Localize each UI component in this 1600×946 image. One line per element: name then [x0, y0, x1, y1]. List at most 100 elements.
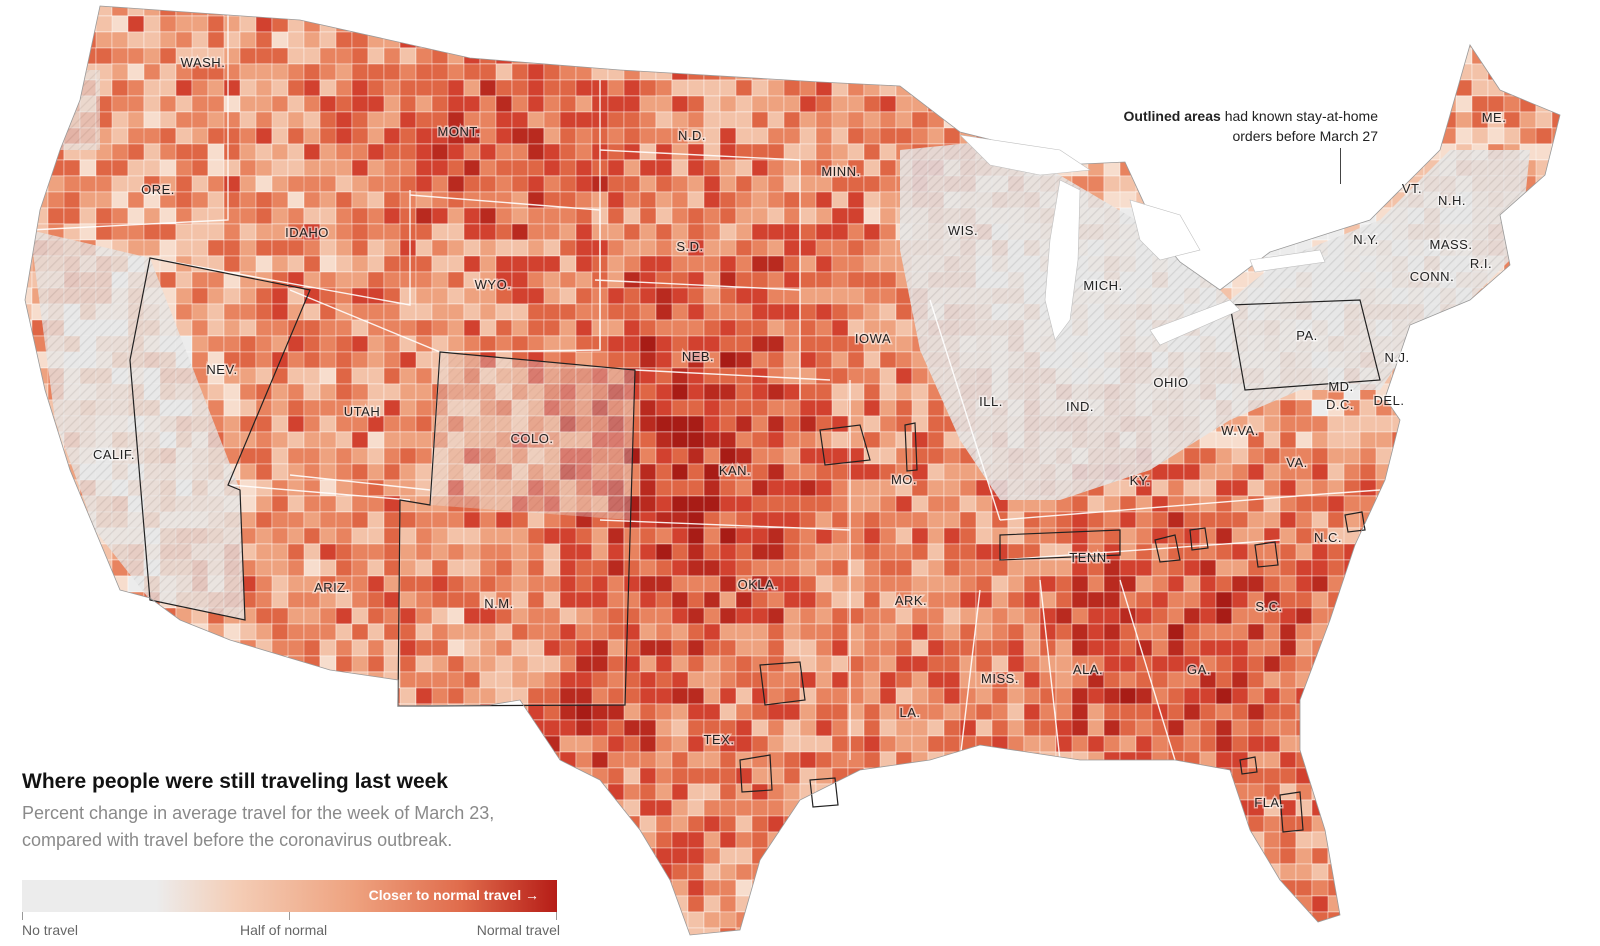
county-cell — [719, 447, 737, 465]
county-cell — [25, 543, 33, 561]
county-cell — [575, 159, 593, 177]
county-cell — [607, 255, 625, 273]
county-cell — [335, 95, 353, 113]
county-cell — [1359, 751, 1393, 769]
county-cell — [287, 703, 305, 721]
county-cell — [559, 223, 577, 241]
county-cell — [543, 559, 561, 577]
county-cell — [623, 175, 641, 193]
county-cell — [911, 431, 929, 449]
county-cell — [63, 559, 81, 577]
county-cell — [255, 559, 273, 577]
county-cell — [1375, 463, 1393, 481]
county-cell — [847, 783, 865, 801]
county-cell — [1551, 431, 1560, 449]
county-cell — [1375, 15, 1393, 33]
county-cell — [287, 687, 305, 705]
county-cell — [431, 143, 449, 161]
county-cell — [767, 671, 785, 689]
county-cell — [63, 6, 81, 17]
county-cell — [1263, 639, 1281, 657]
county-cell — [991, 607, 1009, 625]
county-cell — [863, 15, 881, 33]
county-cell — [1519, 31, 1537, 49]
county-cell — [367, 463, 385, 481]
county-cell — [719, 671, 737, 689]
county-cell — [1391, 575, 1409, 593]
county-cell — [607, 31, 625, 49]
county-cell — [559, 687, 577, 705]
county-cell — [927, 607, 945, 625]
county-cell — [1535, 751, 1553, 769]
county-cell — [1568, 256, 1584, 272]
county-cell — [287, 719, 305, 737]
county-cell — [1535, 351, 1553, 369]
county-cell — [1247, 767, 1265, 785]
county-cell — [1407, 767, 1425, 785]
county-cell — [1423, 351, 1441, 369]
county-cell — [1487, 6, 1505, 17]
county-cell — [319, 319, 337, 337]
county-cell — [767, 527, 785, 545]
county-cell — [1007, 623, 1025, 641]
county-cell — [1263, 623, 1281, 641]
county-cell — [1535, 703, 1553, 721]
county-cell — [1503, 63, 1521, 81]
county-cell — [31, 127, 65, 145]
county-cell — [0, 288, 16, 304]
county-cell — [25, 655, 33, 673]
county-cell — [767, 719, 785, 737]
county-cell — [927, 495, 945, 513]
county-cell — [783, 783, 801, 801]
county-cell — [975, 575, 993, 593]
county-cell — [879, 511, 897, 529]
county-cell — [255, 287, 273, 305]
county-cell — [863, 495, 881, 513]
county-cell — [1471, 351, 1489, 369]
county-cell — [831, 607, 849, 625]
county-cell — [591, 655, 609, 673]
county-cell — [1551, 575, 1560, 593]
county-cell — [415, 287, 433, 305]
county-cell — [223, 95, 241, 113]
county-cell — [1135, 159, 1169, 177]
county-cell — [25, 159, 33, 177]
county-cell — [367, 223, 385, 241]
county-cell — [1279, 143, 1297, 161]
county-cell — [863, 767, 881, 785]
county-cell — [559, 6, 577, 17]
county-cell — [1295, 159, 1313, 177]
county-cell — [1167, 175, 1185, 193]
county-cell — [351, 63, 369, 81]
county-cell — [1584, 464, 1600, 480]
county-cell — [783, 111, 801, 129]
county-cell — [655, 591, 673, 609]
county-cell — [1535, 223, 1553, 241]
county-cell — [1423, 495, 1457, 513]
county-cell — [319, 143, 337, 161]
county-cell — [895, 15, 913, 33]
county-cell — [479, 671, 497, 689]
county-cell — [1247, 31, 1265, 49]
county-cell — [1135, 6, 1153, 17]
county-cell — [1311, 639, 1329, 657]
county-cell — [399, 671, 417, 689]
county-cell — [1439, 463, 1457, 481]
county-cell — [335, 751, 353, 769]
county-cell — [1055, 767, 1073, 785]
county-cell — [127, 655, 145, 673]
county-cell — [1151, 655, 1169, 673]
county-cell — [175, 623, 193, 641]
county-cell — [751, 351, 769, 369]
county-cell — [1039, 127, 1057, 145]
county-cell — [175, 271, 193, 289]
county-cell — [1584, 256, 1600, 272]
county-cell — [735, 655, 753, 673]
county-cell — [1343, 447, 1361, 465]
county-cell — [575, 639, 593, 657]
county-cell — [655, 463, 673, 481]
county-cell — [911, 751, 929, 769]
county-cell — [1311, 447, 1329, 465]
county-cell — [1535, 111, 1553, 129]
county-cell — [1519, 63, 1537, 81]
